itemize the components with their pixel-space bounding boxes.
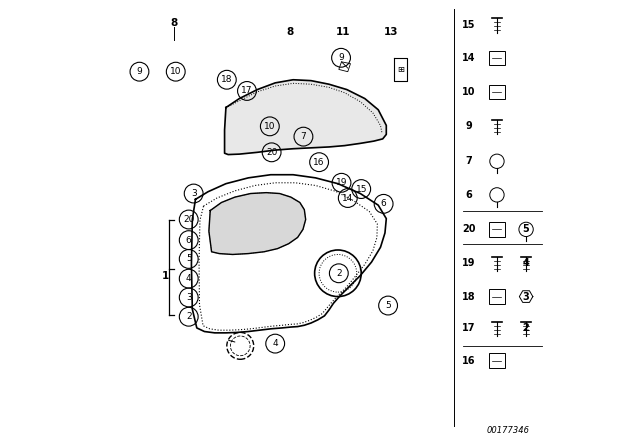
- Text: 19: 19: [336, 178, 348, 187]
- Text: 16: 16: [463, 356, 476, 366]
- Text: 10: 10: [264, 122, 276, 131]
- Bar: [489, 222, 505, 237]
- Text: 4: 4: [523, 258, 529, 268]
- Text: 9: 9: [466, 121, 472, 131]
- Text: 2: 2: [336, 269, 342, 278]
- Text: 5: 5: [186, 254, 191, 263]
- Text: 1: 1: [163, 271, 170, 281]
- Polygon shape: [225, 80, 387, 155]
- Text: 18: 18: [462, 292, 476, 302]
- Text: 8: 8: [286, 27, 293, 37]
- Text: 6: 6: [381, 199, 387, 208]
- Text: 5: 5: [523, 224, 529, 234]
- Text: 2: 2: [523, 323, 529, 333]
- Text: 3: 3: [186, 293, 191, 302]
- Text: 6: 6: [186, 236, 191, 245]
- Text: 7: 7: [301, 132, 307, 141]
- Text: 8: 8: [171, 18, 178, 28]
- Text: 15: 15: [355, 185, 367, 194]
- Text: 16: 16: [314, 158, 325, 167]
- Polygon shape: [209, 193, 306, 254]
- Text: 13: 13: [383, 27, 398, 37]
- Text: 20: 20: [266, 148, 277, 157]
- Text: 5: 5: [385, 301, 391, 310]
- Text: 9: 9: [136, 67, 142, 76]
- Text: ⊞: ⊞: [397, 65, 404, 74]
- Text: 14: 14: [342, 194, 353, 202]
- Text: 2: 2: [186, 312, 191, 321]
- Text: 18: 18: [221, 75, 232, 84]
- Bar: [489, 85, 505, 99]
- Text: 20: 20: [463, 224, 476, 234]
- Text: 4: 4: [186, 274, 191, 283]
- Bar: [489, 289, 505, 304]
- Bar: [489, 353, 505, 368]
- Text: 7: 7: [466, 156, 472, 166]
- Text: 10: 10: [463, 87, 476, 97]
- Bar: [489, 51, 505, 65]
- Text: 00177346: 00177346: [486, 426, 530, 435]
- Text: 19: 19: [463, 258, 476, 268]
- Text: 17: 17: [241, 86, 253, 95]
- Text: 10: 10: [170, 67, 182, 76]
- Text: 4: 4: [273, 339, 278, 348]
- Text: 14: 14: [463, 53, 476, 63]
- Text: 17: 17: [463, 323, 476, 333]
- Text: 6: 6: [466, 190, 472, 200]
- Text: 15: 15: [463, 20, 476, 30]
- Text: 3: 3: [523, 292, 529, 302]
- Text: 3: 3: [191, 189, 196, 198]
- Text: 9: 9: [338, 53, 344, 62]
- Text: 11: 11: [336, 27, 351, 37]
- Text: 20: 20: [183, 215, 195, 224]
